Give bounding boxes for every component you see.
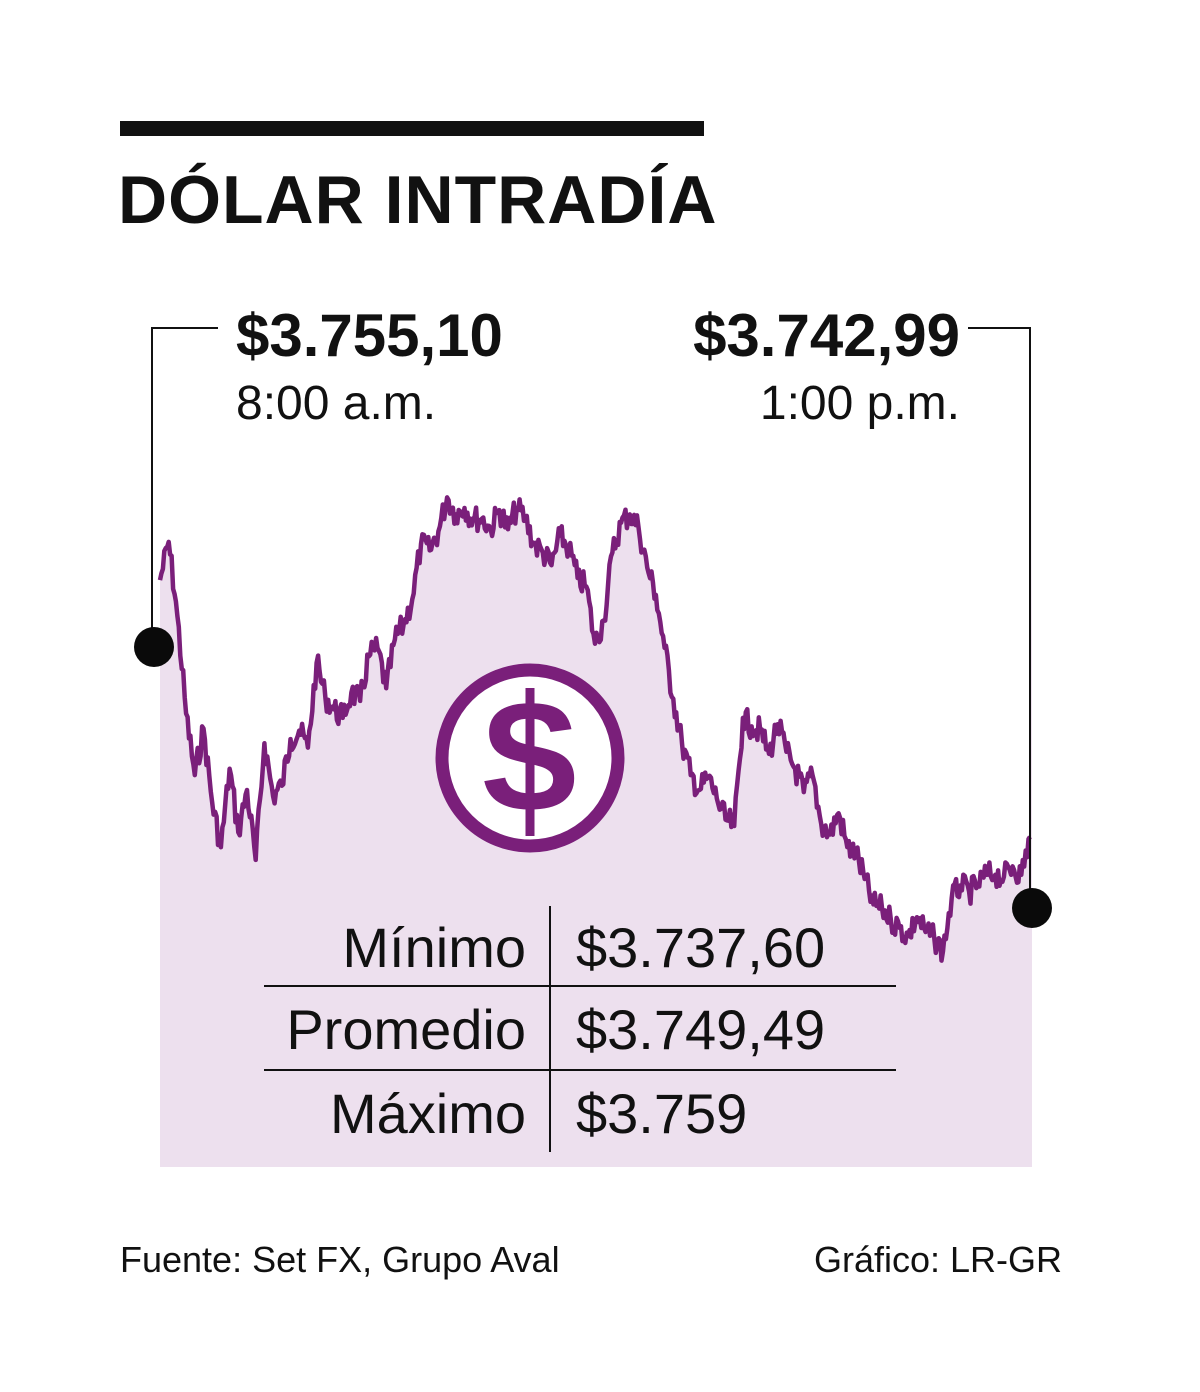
open-price: $3.755,10 [236,302,503,369]
close-price: $3.742,99 [693,302,960,369]
series-line [157,495,1032,963]
stat-label-maximo: Máximo [329,1082,526,1145]
stat-value-minimo: $3.737,60 [576,916,826,979]
title-rule [120,121,704,136]
source-note: Fuente: Set FX, Grupo Aval [120,1239,560,1280]
open-leader-line [151,327,218,646]
stat-value-promedio: $3.749,49 [576,998,826,1061]
credit-note: Gráfico: LR-GR [813,1239,1062,1280]
close-time: 1:00 p.m. [759,377,960,430]
stat-value-maximo: $3.759 [576,1082,748,1145]
open-point-marker [134,627,174,667]
series-group [157,455,1032,963]
close-leader-line [968,327,1031,906]
chart-title: DÓLAR INTRADÍA [118,162,718,238]
stat-label-promedio: Promedio [286,998,526,1061]
area-mask [160,455,1032,959]
stat-label-minimo: Mínimo [342,916,526,979]
close-point-marker [1012,888,1052,928]
dollar-coin-icon: S [435,663,625,853]
open-time: 8:00 a.m. [236,377,437,430]
